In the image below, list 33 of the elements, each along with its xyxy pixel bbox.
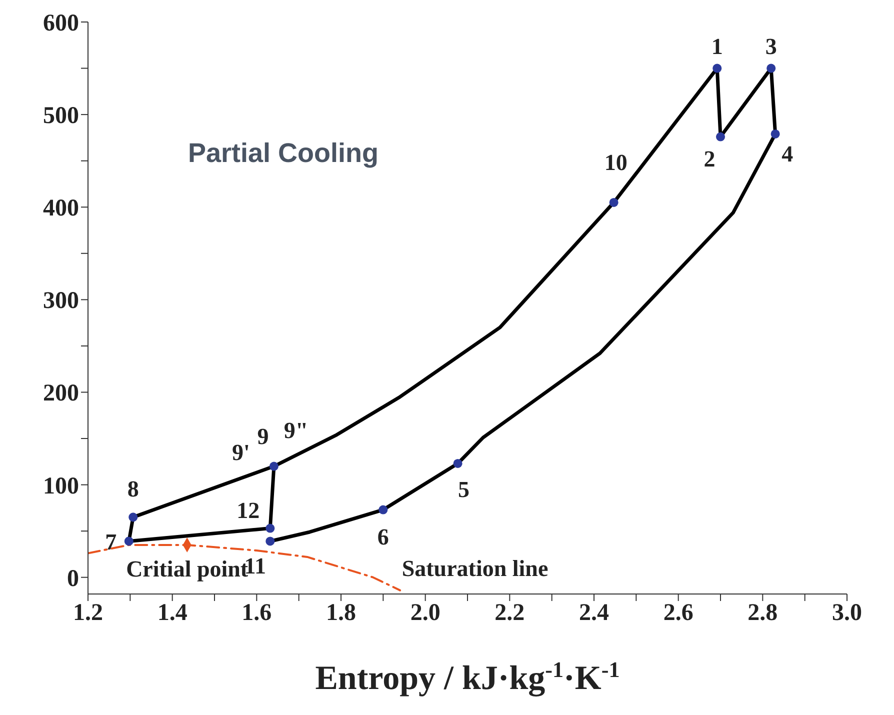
series-label: Saturation line	[402, 556, 548, 581]
annotation: 9"	[284, 418, 308, 443]
y-tick-label: 0	[67, 566, 79, 592]
x-tick-label: 1.4	[157, 600, 188, 626]
annotation: 2	[704, 146, 716, 172]
y-tick-label: 100	[43, 473, 79, 500]
x-tick-label: 2.6	[663, 600, 694, 626]
annotation: 1	[711, 34, 723, 59]
annotation: 12	[236, 498, 260, 523]
y-tick-label: 500	[43, 103, 79, 130]
annotation: 9	[257, 424, 269, 449]
annotation: 4	[782, 141, 794, 166]
annotation: 3	[765, 34, 777, 59]
x-tick-label: 2.4	[579, 600, 609, 626]
annotation: 10	[604, 150, 628, 175]
y-tick-label: 600	[43, 10, 79, 37]
annotation: 8	[127, 476, 139, 502]
x-tick-label: 1.8	[326, 600, 356, 626]
annotation: 5	[458, 476, 470, 502]
text: Partial Cooling	[188, 138, 379, 169]
x-tick-label: 2.0	[410, 600, 440, 626]
y-tick-label: 200	[43, 380, 79, 407]
annotation: 9'	[232, 440, 250, 465]
x-tick-label: 2.8	[748, 600, 778, 626]
annotation: 6	[377, 524, 389, 550]
x-tick-label: 1.2	[73, 600, 103, 626]
x-axis-title: Entropy / kJ·kg$^{-1}$·K$^{-1}$	[315, 656, 620, 697]
x-tick-label: 2.2	[494, 600, 525, 626]
x-tick-label: 1.6	[242, 600, 272, 626]
y-tick-label: 300	[43, 288, 79, 314]
y-tick-label: 400	[43, 196, 79, 222]
x-tick-label: 3.0	[832, 600, 862, 626]
annotation: 7	[105, 530, 117, 555]
